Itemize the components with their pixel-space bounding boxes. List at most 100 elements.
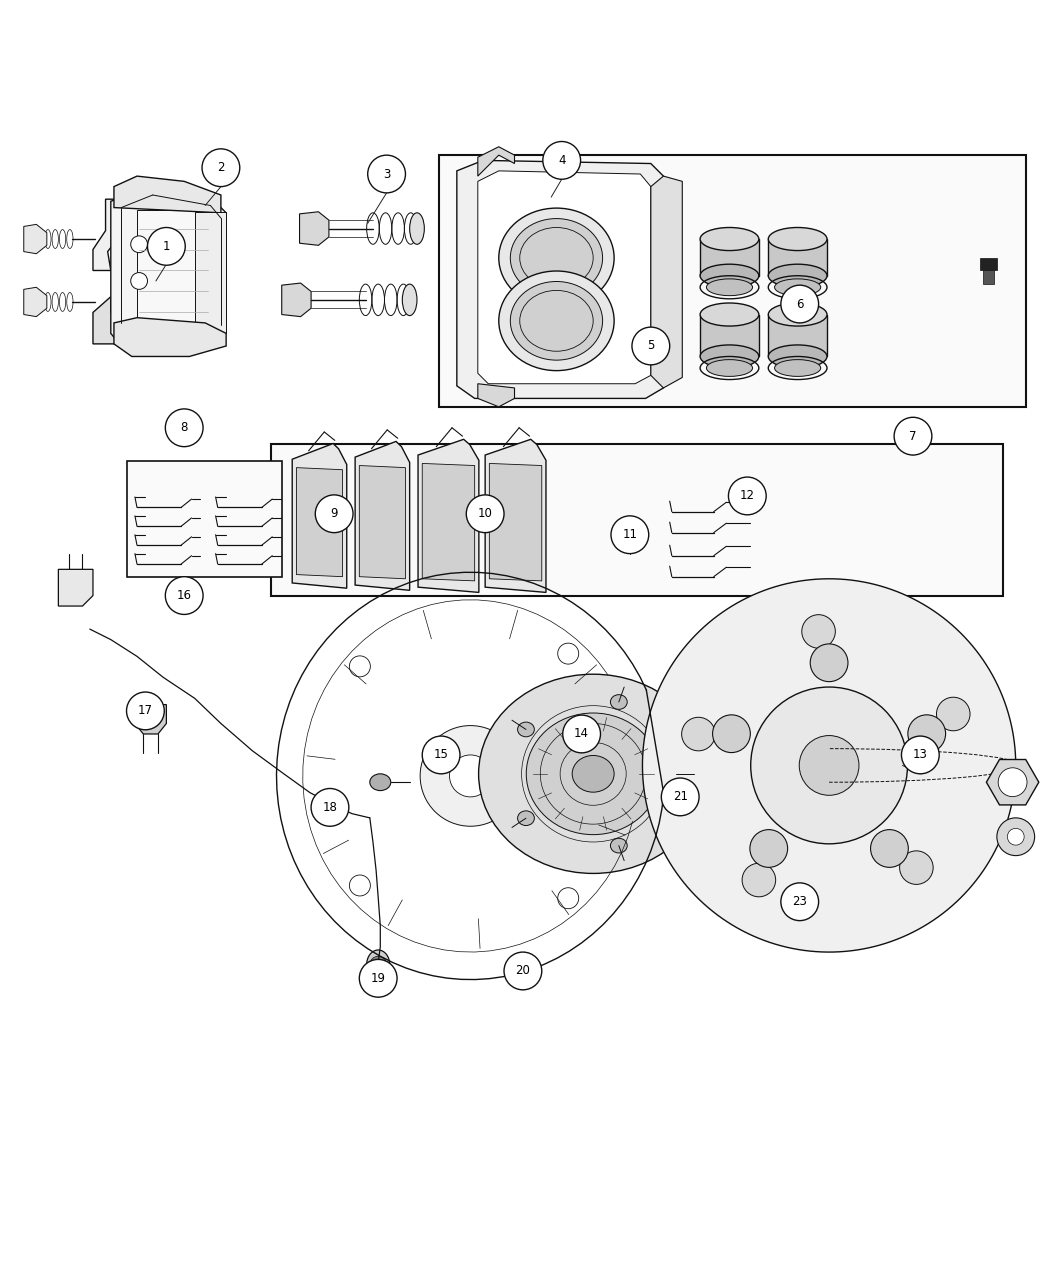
Bar xyxy=(983,270,993,284)
Circle shape xyxy=(311,788,349,826)
Polygon shape xyxy=(292,444,346,588)
Circle shape xyxy=(799,736,859,796)
Circle shape xyxy=(127,692,164,729)
Polygon shape xyxy=(489,463,542,581)
Polygon shape xyxy=(643,579,1015,952)
Text: 11: 11 xyxy=(623,528,637,541)
Ellipse shape xyxy=(668,766,685,782)
Circle shape xyxy=(165,576,203,615)
Circle shape xyxy=(202,149,239,186)
Circle shape xyxy=(632,328,670,365)
Ellipse shape xyxy=(707,360,753,376)
Circle shape xyxy=(751,687,907,844)
Polygon shape xyxy=(111,186,226,346)
Circle shape xyxy=(999,768,1027,797)
Bar xyxy=(980,258,996,270)
Text: 23: 23 xyxy=(793,895,807,908)
Text: 14: 14 xyxy=(574,728,589,741)
Ellipse shape xyxy=(518,722,534,737)
Text: 7: 7 xyxy=(909,430,917,442)
Polygon shape xyxy=(359,465,405,579)
Circle shape xyxy=(908,715,946,752)
Text: 20: 20 xyxy=(516,964,530,978)
Circle shape xyxy=(359,959,397,997)
Ellipse shape xyxy=(700,227,759,251)
Circle shape xyxy=(902,736,939,774)
Circle shape xyxy=(781,882,819,921)
Text: 4: 4 xyxy=(558,154,566,167)
Circle shape xyxy=(558,643,579,664)
Circle shape xyxy=(466,495,504,533)
Text: 21: 21 xyxy=(673,790,688,803)
Ellipse shape xyxy=(499,272,614,371)
Ellipse shape xyxy=(610,838,627,853)
Bar xyxy=(127,462,281,576)
Polygon shape xyxy=(769,238,827,275)
Circle shape xyxy=(165,409,203,446)
Polygon shape xyxy=(422,463,475,581)
Circle shape xyxy=(729,477,766,515)
Ellipse shape xyxy=(510,218,603,297)
Circle shape xyxy=(802,615,836,648)
Polygon shape xyxy=(136,209,210,333)
Polygon shape xyxy=(281,283,311,316)
Text: 1: 1 xyxy=(163,240,170,252)
Ellipse shape xyxy=(499,208,614,307)
Polygon shape xyxy=(478,147,514,176)
Text: 2: 2 xyxy=(217,161,225,175)
Circle shape xyxy=(422,736,460,774)
Ellipse shape xyxy=(366,950,390,979)
Ellipse shape xyxy=(700,303,759,326)
Polygon shape xyxy=(59,570,93,606)
Ellipse shape xyxy=(707,279,753,296)
Circle shape xyxy=(147,227,185,265)
Text: 19: 19 xyxy=(371,972,385,984)
Polygon shape xyxy=(478,384,514,407)
Circle shape xyxy=(742,863,776,896)
Circle shape xyxy=(504,952,542,989)
Bar xyxy=(271,444,1003,595)
Ellipse shape xyxy=(526,713,660,835)
Ellipse shape xyxy=(769,303,827,326)
Ellipse shape xyxy=(769,346,827,368)
Ellipse shape xyxy=(769,227,827,251)
Circle shape xyxy=(563,715,601,752)
Circle shape xyxy=(750,830,788,867)
Circle shape xyxy=(130,273,147,289)
Ellipse shape xyxy=(700,346,759,368)
Circle shape xyxy=(368,156,405,193)
Ellipse shape xyxy=(775,360,821,376)
Text: 16: 16 xyxy=(176,589,192,602)
Ellipse shape xyxy=(775,279,821,296)
Polygon shape xyxy=(769,315,827,357)
Polygon shape xyxy=(24,287,47,316)
Polygon shape xyxy=(296,468,342,576)
Text: 15: 15 xyxy=(434,748,448,761)
Circle shape xyxy=(350,655,371,677)
Polygon shape xyxy=(651,176,682,388)
Circle shape xyxy=(870,830,908,867)
Circle shape xyxy=(662,778,699,816)
Circle shape xyxy=(781,286,819,323)
Text: 10: 10 xyxy=(478,507,492,520)
Polygon shape xyxy=(93,297,125,344)
Text: 6: 6 xyxy=(796,297,803,311)
Circle shape xyxy=(713,715,751,752)
Polygon shape xyxy=(700,238,759,275)
Text: 3: 3 xyxy=(383,167,391,181)
Polygon shape xyxy=(457,161,664,398)
Ellipse shape xyxy=(700,264,759,287)
Circle shape xyxy=(937,697,970,731)
Polygon shape xyxy=(418,440,479,593)
Text: 8: 8 xyxy=(181,421,188,435)
Text: 18: 18 xyxy=(322,801,337,813)
Circle shape xyxy=(895,417,931,455)
Ellipse shape xyxy=(518,811,534,825)
Polygon shape xyxy=(93,199,122,270)
Polygon shape xyxy=(299,212,329,245)
Circle shape xyxy=(996,817,1034,856)
Ellipse shape xyxy=(370,774,391,790)
Circle shape xyxy=(449,755,491,797)
Polygon shape xyxy=(24,224,47,254)
Polygon shape xyxy=(485,440,546,593)
